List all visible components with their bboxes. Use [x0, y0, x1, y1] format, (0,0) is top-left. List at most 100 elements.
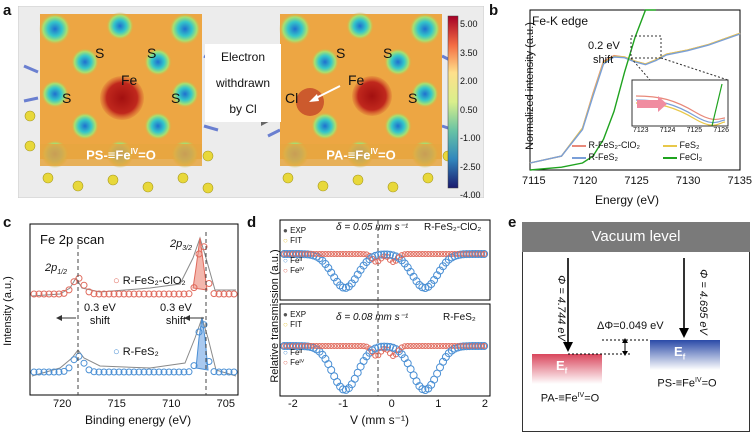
x-tick-labels-c: 720 715 710 705 — [53, 398, 235, 410]
data-point — [35, 368, 43, 376]
fe-iv-point — [348, 251, 355, 257]
shift-right: 0.3 eV shift — [160, 302, 192, 327]
fe-ii-point — [418, 283, 427, 292]
data-point — [105, 368, 113, 376]
fe-iv-point — [428, 343, 435, 349]
data-point — [120, 290, 128, 298]
delta-bottom: δ = 0.08 mm s⁻¹ — [336, 312, 409, 323]
fe-iv-point — [434, 251, 441, 257]
data-point — [75, 274, 83, 282]
fe-ii-point — [427, 280, 436, 288]
data-point — [65, 364, 73, 372]
data-point — [165, 290, 173, 298]
fe-ii-point — [406, 365, 415, 374]
fe-iv-point — [442, 343, 449, 349]
phi-left: Φ = 4.744 eV — [555, 275, 567, 341]
series-line — [529, 9, 656, 171]
data-point — [110, 290, 118, 298]
shift-label-2: shift — [593, 54, 614, 66]
fe-ii-point — [383, 342, 392, 351]
y-axis-label-d: Relative transmission (a.u.) — [269, 249, 281, 383]
data-point — [150, 368, 158, 376]
atom-label-fe: Fe — [121, 72, 138, 88]
data-point — [210, 368, 218, 376]
panel-e-arrows — [532, 258, 720, 384]
shift-left: 0.3 eV shift — [84, 302, 116, 327]
legend-c-bottom: ○ R-FeS₂ — [113, 346, 159, 358]
data-point — [145, 290, 153, 298]
panel-letter-d: d — [247, 214, 257, 231]
fe-iv-point — [407, 251, 414, 257]
panel-b-chart — [529, 9, 741, 171]
data-point — [220, 290, 228, 298]
data-point — [100, 290, 108, 298]
fe-iv-point — [481, 251, 488, 257]
data-point — [215, 368, 223, 376]
data-point — [35, 290, 43, 298]
legend-d-bottom: ● EXP ○ FIT ○ Feᴵᴵ ○ Feᴵⱽ — [283, 310, 307, 367]
data-point — [105, 290, 113, 298]
fe-iv-point — [340, 251, 346, 257]
fe-iv-point — [434, 343, 441, 349]
fe-iv-point — [310, 251, 317, 257]
colorbar-ticks: 5.00 3.50 2.00 0.50 -1.00 -2.50 -4.00 — [460, 19, 481, 200]
legend-c-top: ○ R-FeS₂-ClO₂ — [113, 275, 186, 287]
fe-iv-point — [307, 343, 314, 349]
vacuum-level: Vacuum level — [522, 222, 750, 252]
data-point — [115, 368, 123, 376]
data-point — [80, 359, 88, 367]
fe-iv-point — [372, 352, 379, 359]
fe-iv-point — [398, 344, 405, 351]
fe-iv-point — [401, 343, 408, 350]
fe-iv-point — [322, 343, 329, 349]
fe-iv-point — [334, 251, 341, 257]
fe-iv-point — [419, 343, 426, 349]
fe-iv-point — [328, 251, 335, 257]
fe-iv-point — [334, 343, 341, 349]
fe-iv-point — [340, 343, 346, 349]
fe-iv-point — [325, 251, 332, 257]
fe-iv-point — [325, 343, 332, 349]
fe-ii-point — [336, 382, 345, 391]
data-point — [55, 368, 63, 376]
fe-iv-point — [410, 343, 417, 349]
left-slab-label: PS-≡FeIV=O — [86, 147, 156, 163]
peak-label-2p12: 2p1/2 — [45, 262, 67, 277]
data-point — [130, 368, 138, 376]
fe-ii-point — [477, 342, 486, 350]
fe-iv-point — [354, 343, 361, 349]
data-point — [120, 368, 128, 376]
fe-iv-point — [407, 343, 414, 349]
fe-iv-point — [413, 343, 420, 349]
data-point — [170, 290, 178, 298]
fe-iv-point — [363, 343, 370, 350]
fe-iv-point — [413, 251, 420, 257]
data-point — [45, 290, 53, 298]
fe-iv-point — [345, 343, 352, 349]
fe-iv-point — [401, 251, 408, 258]
data-point — [145, 368, 153, 376]
fe-iv-point — [422, 251, 429, 257]
fe-iv-point — [442, 251, 449, 257]
fe-iv-point — [372, 258, 379, 265]
data-point — [175, 368, 183, 376]
legend-b-2: FeS₂ FeCl₃ — [663, 139, 702, 163]
data-point — [55, 290, 63, 298]
fe-iv-point — [357, 251, 364, 257]
atom-label-s: S — [147, 45, 157, 61]
fe-ii-point — [339, 283, 347, 292]
data-point — [175, 290, 183, 298]
fe-ii-point — [321, 260, 330, 268]
colorbar — [447, 15, 459, 189]
fe-iv-point — [319, 343, 326, 349]
label-ps: PS-≡FeIV=O — [657, 377, 717, 390]
fe-iv-point — [351, 343, 358, 349]
data-point — [60, 289, 68, 297]
fe-iv-point — [322, 251, 329, 257]
data-point — [185, 368, 193, 376]
legend-d-top: ● EXP ○ FIT ○ Feᴵᴵ ○ Feᴵⱽ — [283, 226, 307, 275]
fe-iv-point — [354, 251, 361, 257]
delta-phi: ΔΦ=0.049 eV — [597, 320, 664, 332]
data-point — [40, 290, 48, 298]
data-point — [210, 290, 218, 298]
